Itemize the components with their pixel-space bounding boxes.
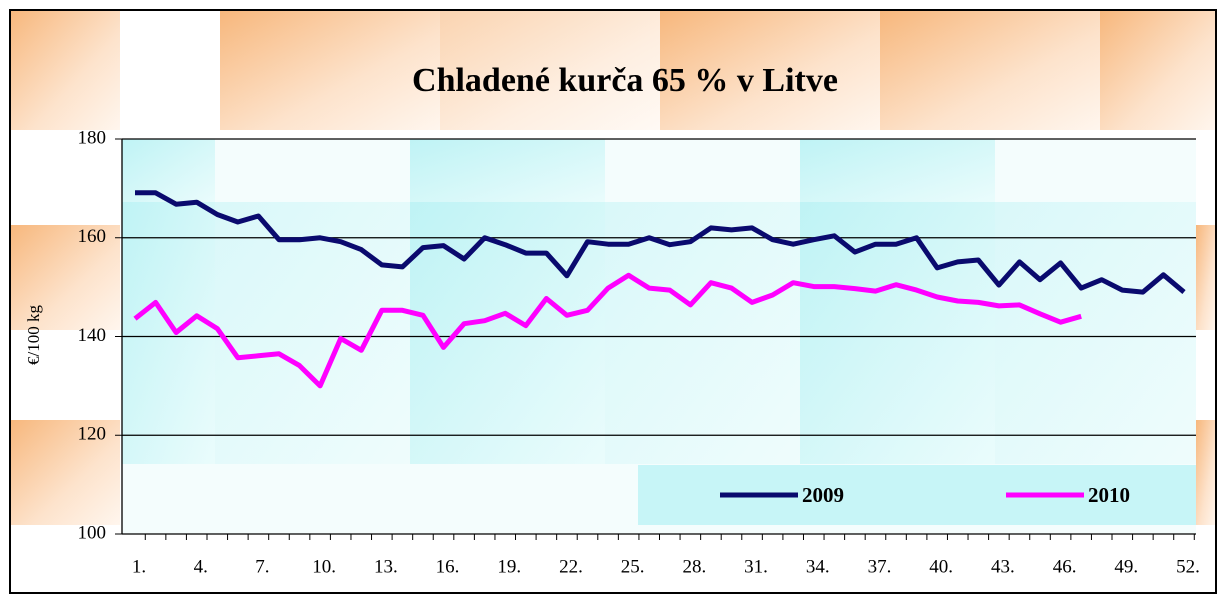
series-line xyxy=(135,190,1186,295)
y-tick-label: 160 xyxy=(78,226,107,247)
x-tick-label: 4. xyxy=(194,556,208,577)
x-tick-label: 43. xyxy=(991,556,1015,577)
x-tick-label: 7. xyxy=(255,556,269,577)
x-tick-label: 31. xyxy=(744,556,768,577)
legend-label: 2009 xyxy=(802,483,844,507)
y-tick-label: 140 xyxy=(78,325,107,346)
y-axis-label: €/100 kg xyxy=(24,305,43,365)
x-tick-label: 1. xyxy=(132,556,146,577)
y-tick-label: 120 xyxy=(78,424,107,445)
x-tick-label: 46. xyxy=(1053,556,1077,577)
x-tick-label: 52. xyxy=(1176,556,1200,577)
x-tick-label: 19. xyxy=(497,556,521,577)
x-tick-label: 25. xyxy=(621,556,645,577)
x-tick-label: 28. xyxy=(682,556,706,577)
x-tick-label: 10. xyxy=(312,556,336,577)
plot: 100 120 140 160 180 1. 4. 7. 10. 13. 16. 19. 22. 25. 2… xyxy=(78,127,1200,577)
x-tick-label: 40. xyxy=(929,556,953,577)
series-line xyxy=(133,272,1082,389)
x-tick-label: 22. xyxy=(559,556,583,577)
y-tick-label: 100 xyxy=(78,522,107,543)
legend-label: 2010 xyxy=(1088,483,1130,507)
x-tick-label: 34. xyxy=(806,556,830,577)
x-tick-label: 49. xyxy=(1114,556,1138,577)
y-tick-label: 180 xyxy=(78,127,107,148)
x-tick-label: 37. xyxy=(868,556,892,577)
background xyxy=(9,9,1217,594)
x-tick-label: 13. xyxy=(374,556,398,577)
x-tick-label: 16. xyxy=(436,556,460,577)
chart-title: Chladené kurča 65 % v Litve xyxy=(412,62,838,99)
